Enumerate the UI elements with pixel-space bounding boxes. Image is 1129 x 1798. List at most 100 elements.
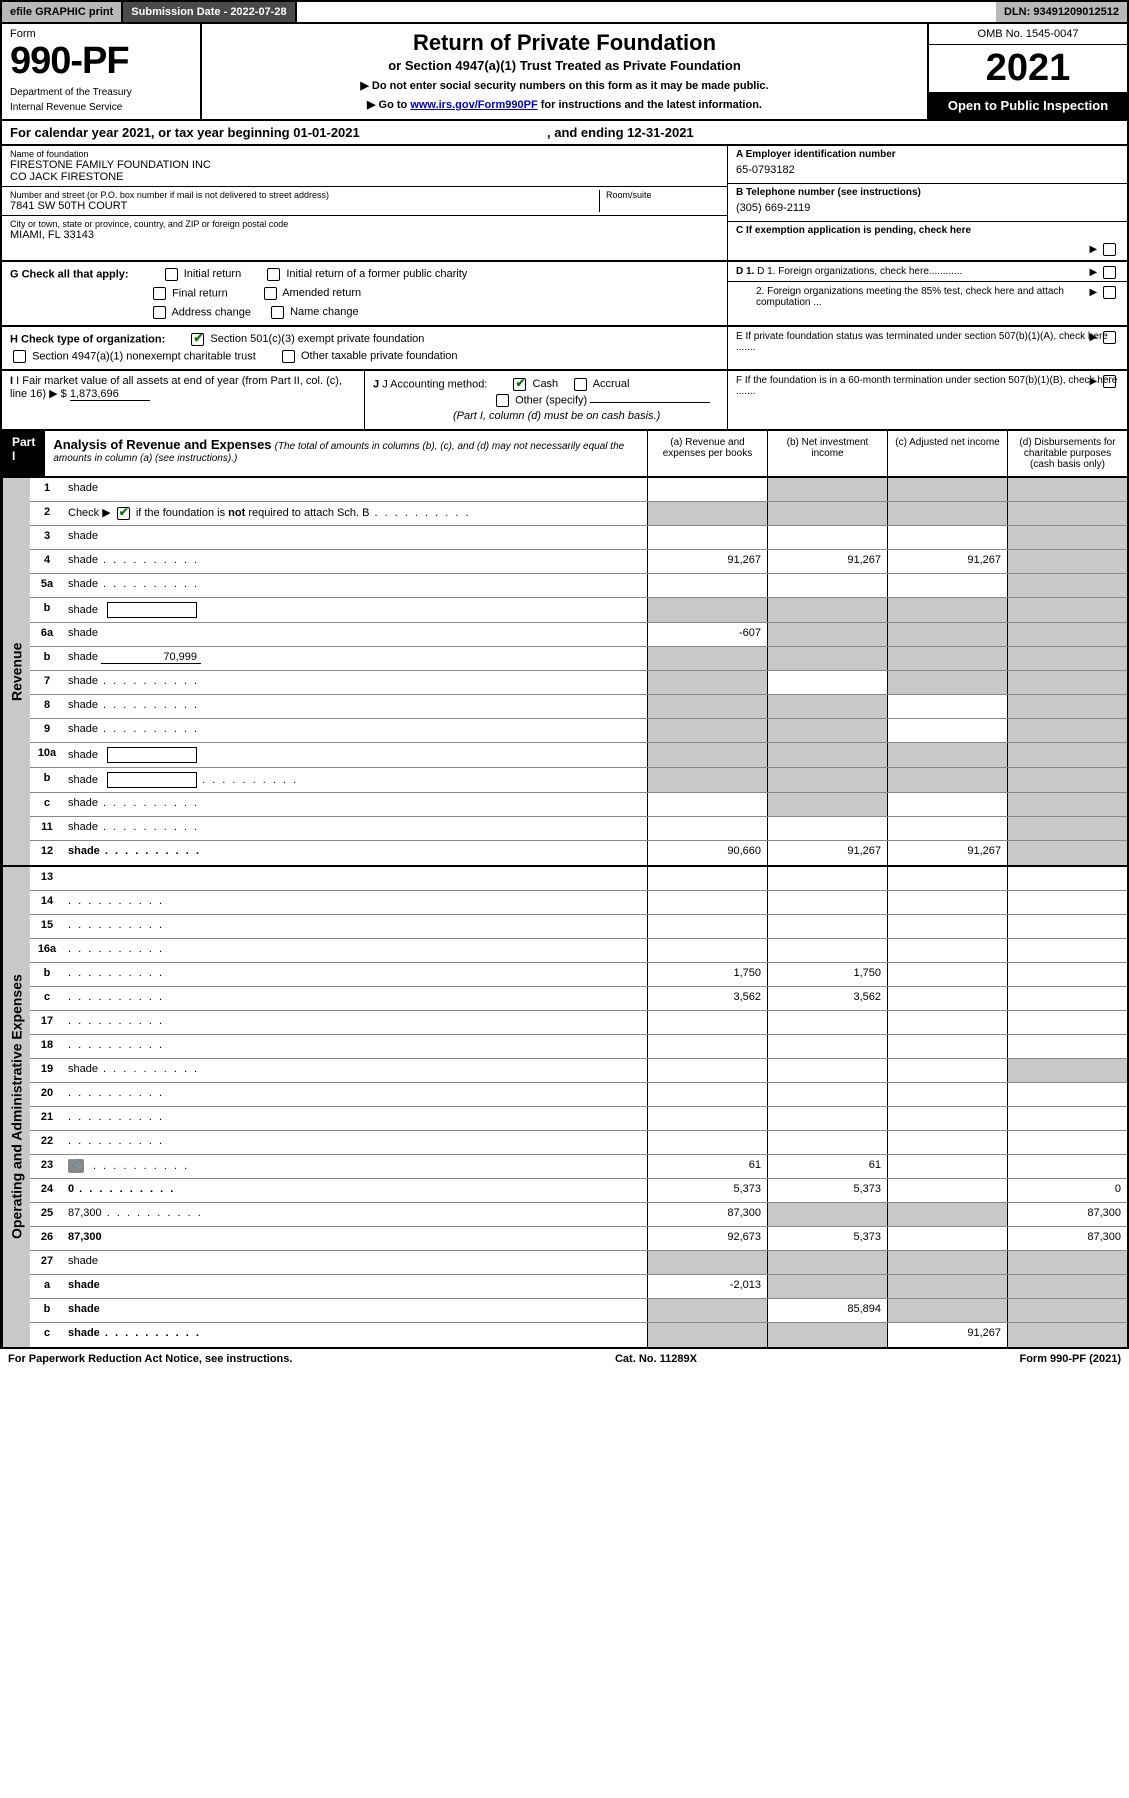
- amount-cell: 61: [647, 1155, 767, 1178]
- inline-amount-box: [107, 602, 197, 618]
- c-row: C If exemption application is pending, c…: [728, 222, 1127, 260]
- header-right: OMB No. 1545-0047 2021 Open to Public In…: [927, 24, 1127, 119]
- line-description: shade: [64, 719, 647, 742]
- amount-cell: 1,750: [647, 963, 767, 986]
- amount-cell: [767, 623, 887, 646]
- j-accrual-checkbox[interactable]: [574, 378, 587, 391]
- amount-cell: [1007, 1107, 1127, 1130]
- header-left: Form 990-PF Department of the Treasury I…: [2, 24, 202, 119]
- amount-cell: 5,373: [767, 1227, 887, 1250]
- g-final-return-checkbox[interactable]: [153, 287, 166, 300]
- amount-cell: [647, 1323, 767, 1347]
- table-row: 12shade90,66091,26791,267: [30, 841, 1127, 865]
- amount-cell: [1007, 695, 1127, 718]
- line-number: 4: [30, 550, 64, 573]
- g-initial-return-checkbox[interactable]: [165, 268, 178, 281]
- table-row: 6ashade-607: [30, 623, 1127, 647]
- amount-cell: [1007, 1035, 1127, 1058]
- line-description: shade: [64, 1323, 647, 1347]
- table-row: 27shade: [30, 1251, 1127, 1275]
- table-row: 17: [30, 1011, 1127, 1035]
- h-4947-checkbox[interactable]: [13, 350, 26, 363]
- line-number: b: [30, 598, 64, 622]
- amount-cell: 61: [767, 1155, 887, 1178]
- ij-block: I I Fair market value of all assets at e…: [0, 371, 1129, 431]
- amount-cell: [887, 1035, 1007, 1058]
- line-description: shade: [64, 1251, 647, 1274]
- amount-cell: [1007, 671, 1127, 694]
- g-amended-checkbox[interactable]: [264, 287, 277, 300]
- amount-cell: [767, 1203, 887, 1226]
- amount-cell: 85,894: [767, 1299, 887, 1322]
- table-row: 19shade: [30, 1059, 1127, 1083]
- amount-cell: [887, 1107, 1007, 1130]
- amount-cell: [887, 768, 1007, 792]
- e-checkbox[interactable]: [1103, 331, 1116, 344]
- amount-cell: [1007, 939, 1127, 962]
- inline-amount-box: [107, 772, 197, 788]
- amount-cell: 87,300: [1007, 1227, 1127, 1250]
- expenses-table: Operating and Administrative Expenses 13…: [0, 867, 1129, 1349]
- amount-cell: [647, 891, 767, 914]
- line-description: shade: [64, 817, 647, 840]
- table-row: 8shade: [30, 695, 1127, 719]
- line-number: 1: [30, 478, 64, 501]
- table-row: 16a: [30, 939, 1127, 963]
- g-name-change-checkbox[interactable]: [271, 306, 284, 319]
- line-number: 21: [30, 1107, 64, 1130]
- h-other-checkbox[interactable]: [282, 350, 295, 363]
- schb-checkbox[interactable]: [117, 507, 130, 520]
- amount-cell: [887, 478, 1007, 501]
- amount-cell: [647, 695, 767, 718]
- page-footer: For Paperwork Reduction Act Notice, see …: [0, 1349, 1129, 1369]
- table-row: cshade: [30, 793, 1127, 817]
- amount-cell: -2,013: [647, 1275, 767, 1298]
- amount-cell: [647, 1299, 767, 1322]
- g-address-change-checkbox[interactable]: [153, 306, 166, 319]
- amount-cell: 91,267: [887, 841, 1007, 865]
- line-number: c: [30, 793, 64, 816]
- amount-cell: [1007, 915, 1127, 938]
- d1-checkbox[interactable]: [1103, 266, 1116, 279]
- amount-cell: 91,267: [767, 841, 887, 865]
- amount-cell: [1007, 1275, 1127, 1298]
- f-checkbox[interactable]: [1103, 375, 1116, 388]
- c-checkbox[interactable]: [1103, 243, 1116, 256]
- line-number: a: [30, 1275, 64, 1298]
- amount-cell: [647, 1131, 767, 1154]
- amount-cell: [1007, 817, 1127, 840]
- line-description: 📎: [64, 1155, 647, 1178]
- g-initial-former-checkbox[interactable]: [267, 268, 280, 281]
- h-501c3-checkbox[interactable]: [191, 333, 204, 346]
- amount-cell: 5,373: [767, 1179, 887, 1202]
- table-row: 22: [30, 1131, 1127, 1155]
- efile-label[interactable]: efile GRAPHIC print: [2, 2, 123, 22]
- amount-cell: [1007, 1059, 1127, 1082]
- footer-right: Form 990-PF (2021): [1019, 1353, 1121, 1365]
- table-row: 20: [30, 1083, 1127, 1107]
- amount-cell: [1007, 867, 1127, 890]
- amount-cell: [887, 574, 1007, 597]
- line-number: 27: [30, 1251, 64, 1274]
- attachment-icon[interactable]: 📎: [68, 1159, 84, 1173]
- amount-cell: [647, 1107, 767, 1130]
- f-row: F If the foundation is in a 60-month ter…: [728, 371, 1127, 401]
- amount-cell: [647, 1251, 767, 1274]
- amount-cell: [1007, 1131, 1127, 1154]
- irs-link[interactable]: www.irs.gov/Form990PF: [410, 99, 537, 111]
- table-row: 11shade: [30, 817, 1127, 841]
- amount-cell: [767, 915, 887, 938]
- line-number: b: [30, 768, 64, 792]
- line-description: [64, 1083, 647, 1106]
- line-number: 8: [30, 695, 64, 718]
- j-cash-checkbox[interactable]: [513, 378, 526, 391]
- j-other-checkbox[interactable]: [496, 394, 509, 407]
- amount-cell: [1007, 502, 1127, 525]
- table-row: bshade 70,999: [30, 647, 1127, 671]
- amount-cell: -607: [647, 623, 767, 646]
- amount-cell: [887, 793, 1007, 816]
- amount-cell: [887, 1155, 1007, 1178]
- amount-cell: [1007, 719, 1127, 742]
- amount-cell: [767, 867, 887, 890]
- d2-checkbox[interactable]: [1103, 286, 1116, 299]
